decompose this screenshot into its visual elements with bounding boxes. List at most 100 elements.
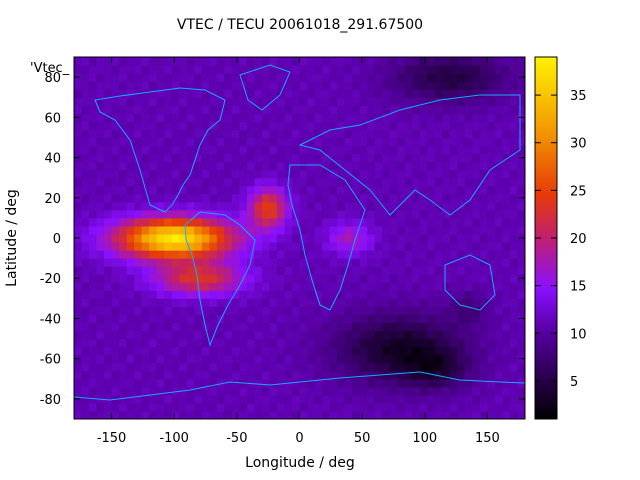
heatmap-cell — [322, 346, 331, 356]
heatmap-cell — [397, 266, 406, 275]
heatmap-cell — [517, 97, 525, 106]
heatmap-cell — [104, 338, 113, 348]
heatmap-cell — [434, 97, 443, 106]
heatmap-cell — [367, 402, 376, 412]
heatmap-cell — [81, 113, 90, 122]
heatmap-cell — [397, 338, 406, 348]
heatmap-cell — [509, 73, 519, 82]
heatmap-cell — [412, 89, 421, 98]
heatmap-cell — [224, 81, 233, 90]
heatmap-cell — [194, 314, 203, 324]
heatmap-cell — [457, 137, 466, 147]
heatmap-cell — [134, 274, 143, 283]
heatmap-cell — [126, 201, 135, 211]
heatmap-cell — [397, 402, 406, 412]
heatmap-cell — [171, 233, 180, 243]
heatmap-cell — [427, 81, 436, 90]
heatmap-cell — [322, 105, 331, 114]
heatmap-cell — [186, 57, 195, 66]
heatmap-cell — [382, 322, 391, 332]
heatmap-cell — [246, 298, 255, 307]
heatmap-cell — [329, 153, 338, 163]
heatmap-cell — [171, 113, 180, 122]
heatmap-cell — [494, 225, 504, 235]
heatmap-cell — [419, 250, 428, 259]
heatmap-cell — [464, 370, 473, 380]
heatmap-cell — [344, 346, 353, 356]
heatmap-cell — [359, 330, 368, 340]
heatmap-cell — [149, 185, 158, 195]
heatmap-cell — [359, 161, 368, 171]
heatmap-cell — [404, 121, 413, 130]
heatmap-cell — [104, 169, 113, 179]
heatmap-cell — [397, 137, 406, 147]
heatmap-cell — [96, 298, 105, 307]
heatmap-cell — [284, 402, 293, 412]
heatmap-cell — [509, 89, 519, 98]
heatmap-cell — [164, 89, 173, 98]
heatmap-cell — [329, 362, 338, 372]
heatmap-cell — [307, 314, 316, 324]
heatmap-cell — [141, 338, 150, 348]
heatmap-cell — [434, 258, 443, 267]
heatmap-cell — [412, 105, 421, 114]
heatmap-cell — [434, 266, 443, 275]
heatmap-cell — [367, 97, 376, 106]
heatmap-cell — [494, 242, 504, 251]
heatmap-cell — [194, 394, 203, 404]
heatmap-cell — [517, 177, 525, 187]
heatmap-cell — [329, 185, 338, 195]
heatmap-cell — [119, 266, 128, 275]
heatmap-cell — [502, 322, 511, 332]
heatmap-cell — [141, 250, 150, 259]
heatmap-cell — [427, 298, 436, 307]
heatmap-cell — [494, 145, 504, 155]
heatmap-cell — [224, 73, 233, 82]
heatmap-cell — [449, 274, 458, 283]
colorbar-tick-label: 15 — [570, 280, 587, 295]
heatmap-cell — [179, 354, 188, 364]
heatmap-cell — [134, 129, 143, 139]
heatmap-cell — [329, 121, 338, 130]
heatmap-cell — [171, 354, 180, 364]
heatmap-cell — [509, 161, 519, 171]
heatmap-cell — [509, 233, 519, 243]
heatmap-cell — [119, 298, 128, 307]
heatmap-cell — [261, 378, 271, 388]
heatmap-cell — [434, 137, 443, 147]
heatmap-cell — [81, 282, 90, 291]
heatmap-cell — [517, 209, 525, 219]
heatmap-cell — [307, 177, 316, 187]
heatmap-cell — [457, 129, 466, 139]
heatmap-cell — [397, 193, 406, 203]
heatmap-cell — [261, 225, 271, 235]
heatmap-cell — [479, 65, 489, 74]
heatmap-cell — [442, 193, 451, 203]
heatmap-cell — [246, 386, 255, 396]
heatmap-cell — [119, 322, 128, 332]
heatmap-cell — [269, 105, 278, 114]
heatmap-cell — [284, 386, 293, 396]
heatmap-cell — [291, 121, 301, 130]
heatmap-cell — [171, 378, 180, 388]
heatmap-cell — [404, 394, 413, 404]
heatmap-cell — [352, 193, 361, 203]
heatmap-cell — [412, 185, 421, 195]
heatmap-cell — [382, 153, 391, 163]
heatmap-cell — [276, 169, 286, 179]
heatmap-cell — [284, 258, 293, 267]
heatmap-cell — [427, 306, 436, 316]
heatmap-cell — [464, 386, 473, 396]
heatmap-cell — [149, 169, 158, 179]
heatmap-cell — [164, 113, 173, 122]
heatmap-cell — [201, 386, 210, 396]
heatmap-cell — [134, 322, 143, 332]
heatmap-cell — [322, 378, 331, 388]
heatmap-cell — [359, 97, 368, 106]
heatmap-cell — [246, 185, 255, 195]
heatmap-cell — [509, 370, 519, 380]
heatmap-cell — [224, 57, 233, 66]
heatmap-cell — [149, 209, 158, 219]
heatmap-cell — [397, 370, 406, 380]
heatmap-cell — [344, 201, 353, 211]
